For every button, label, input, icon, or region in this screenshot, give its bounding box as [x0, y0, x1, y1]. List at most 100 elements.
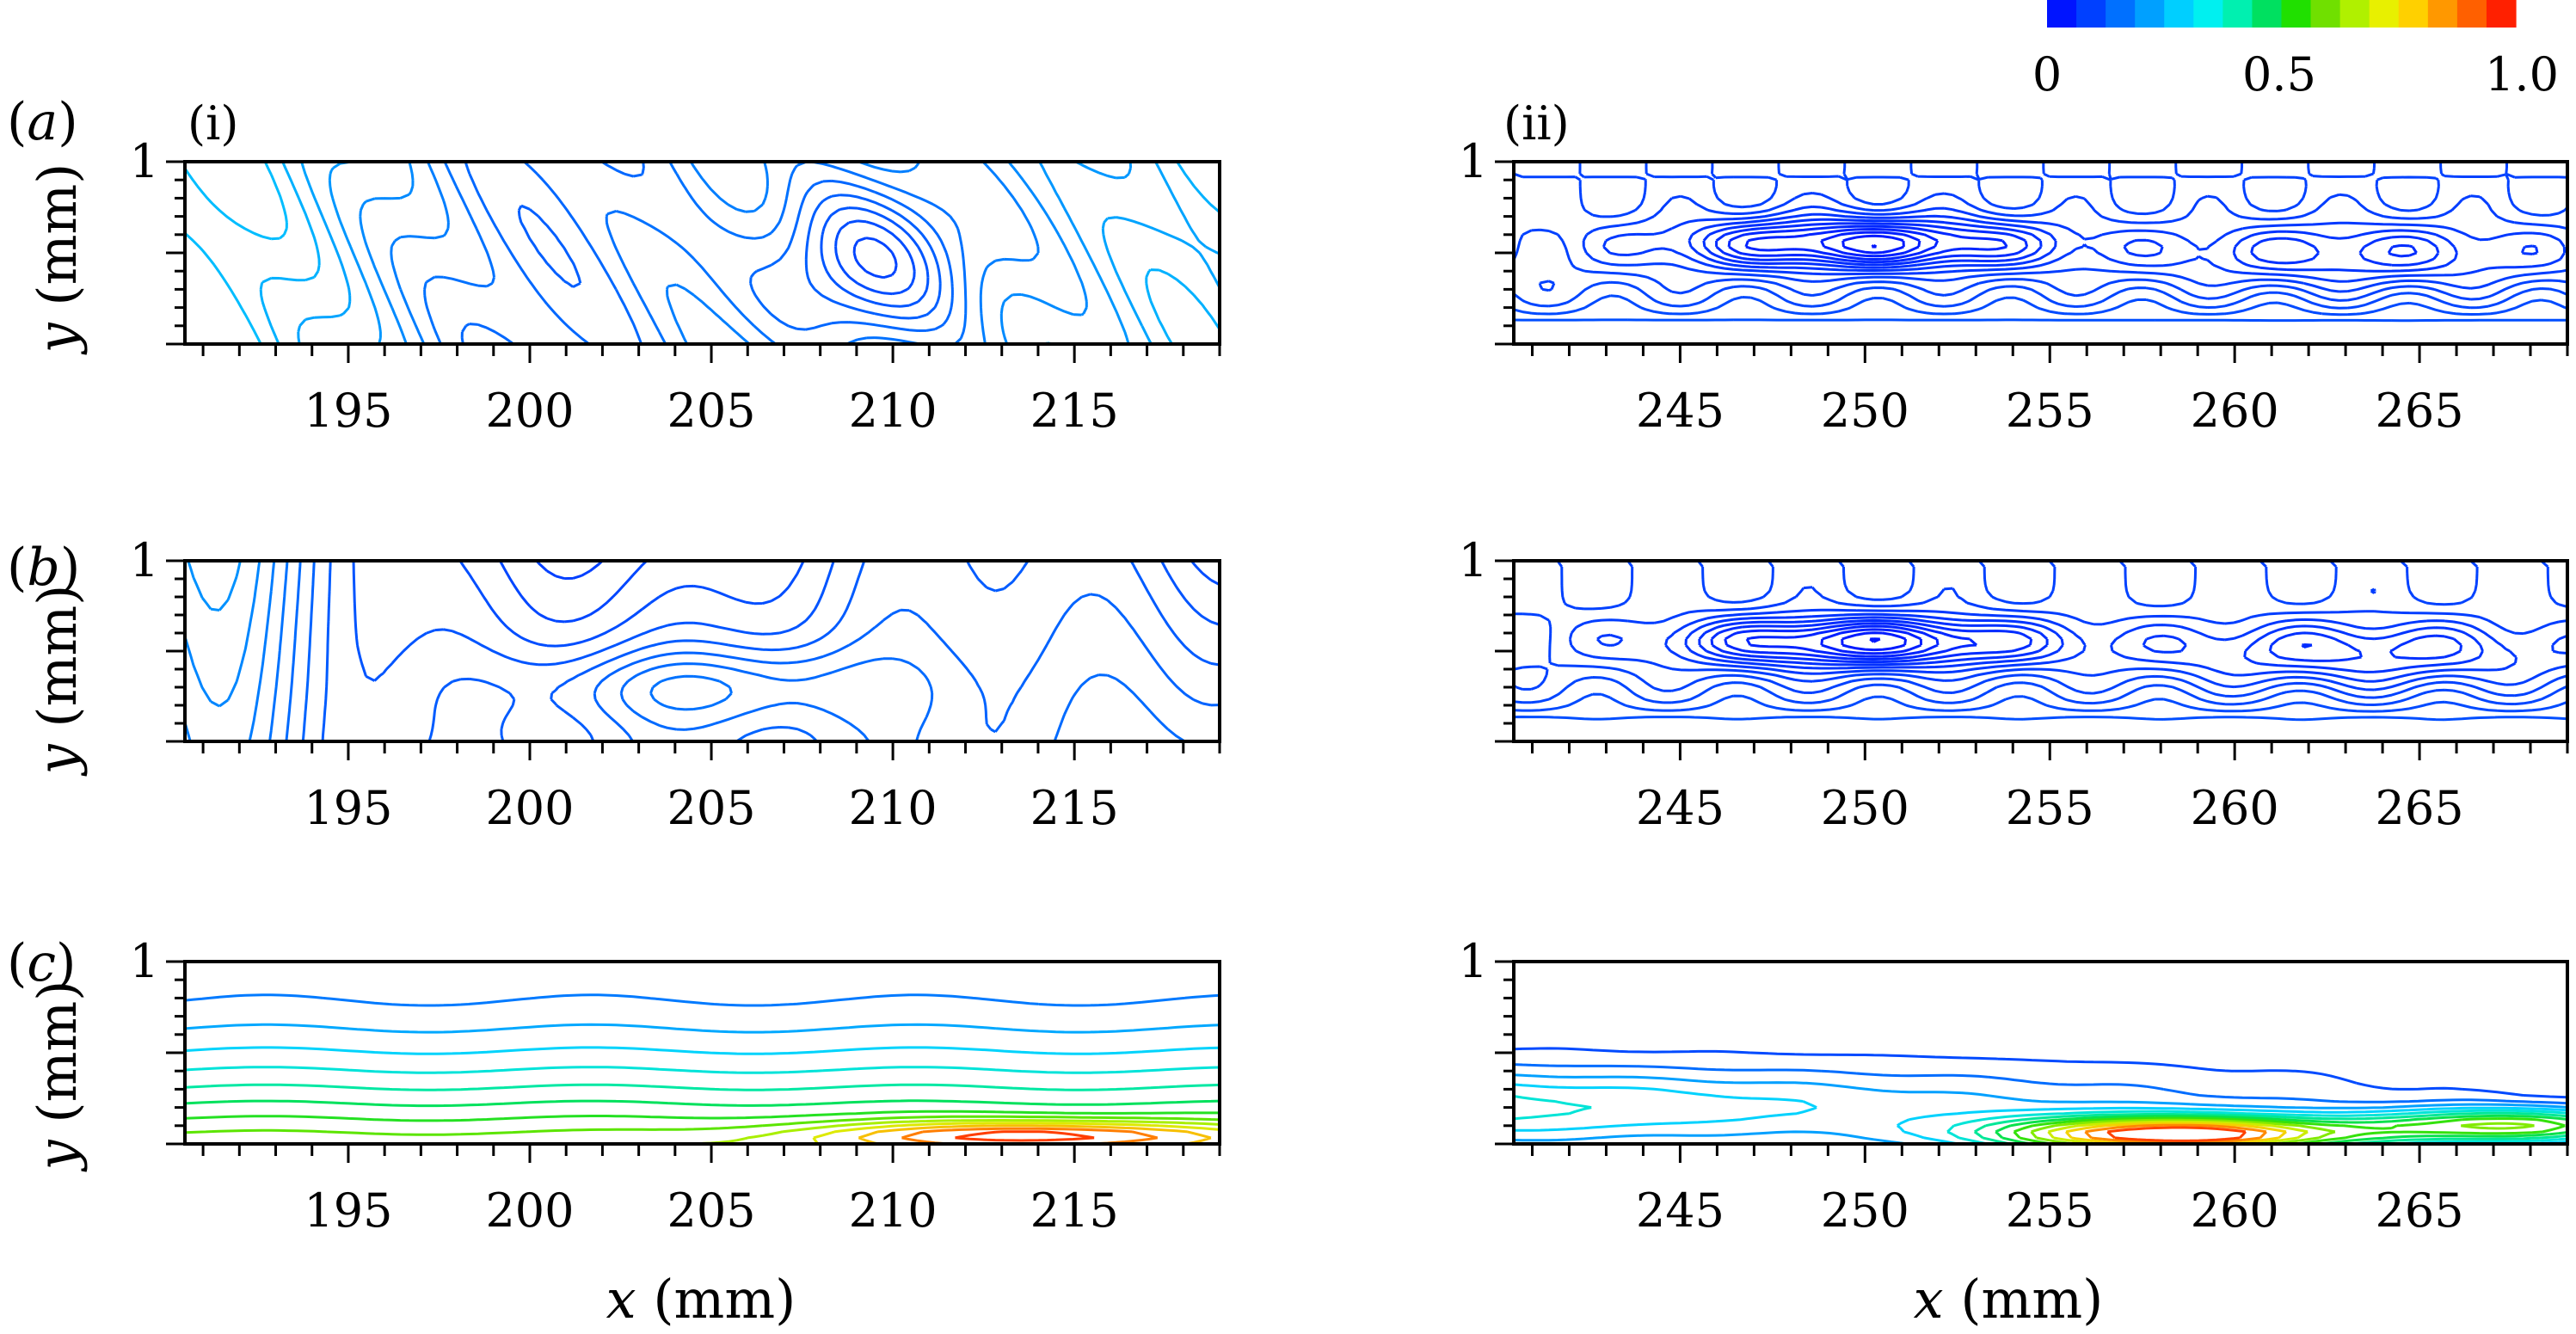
contour-level: [1514, 1073, 2567, 1144]
contour-level: [390, 162, 1040, 344]
colorbar-cell: [2047, 0, 2077, 28]
contour-level: [955, 1130, 1095, 1142]
contour-level: [1820, 231, 1921, 258]
contour-level: [1869, 637, 1881, 643]
contour-level: [1514, 676, 2567, 706]
x-tick-label: 210: [849, 384, 938, 438]
contour-level: [852, 237, 898, 280]
panel-a-i: 195 200 205 210 215 1: [130, 134, 1221, 438]
x-axis-label-left: x (mm): [606, 1268, 796, 1331]
x-tick-label: 215: [1030, 384, 1119, 438]
colorbar-cell: [2310, 0, 2341, 28]
colorbar-tick-0: 0: [2032, 47, 2062, 101]
colorbar-cells: [2047, 0, 2517, 28]
contour-level: [2030, 1118, 2535, 1144]
x-tick-label: 210: [849, 781, 938, 835]
row-label-a: (a): [7, 92, 78, 152]
colorbar-cell: [2369, 0, 2400, 28]
colorbar-cell: [2164, 0, 2194, 28]
contour-level: [834, 219, 916, 296]
x-tick-label: 245: [1636, 1183, 1725, 1238]
y-axis-label-b: y (mm): [26, 585, 89, 778]
contour-lines-a-ii: [1514, 162, 2567, 323]
contour-level: [2106, 1126, 2247, 1142]
contour-level: [1702, 218, 2440, 269]
x-tick-label: 215: [1030, 781, 1119, 835]
contour-level: [352, 561, 1220, 682]
x-tick-label: 195: [304, 384, 392, 438]
contour-lines-b-i: [185, 561, 1220, 741]
x-tick-label: 205: [667, 781, 756, 835]
contour-level: [1514, 318, 2567, 323]
x-tick-label: 255: [2006, 781, 2094, 835]
contour-level: [1514, 692, 2567, 713]
contour-level: [460, 162, 954, 344]
contour-level: [185, 1083, 1220, 1091]
contour-level: [268, 561, 733, 741]
contour-level: [1514, 162, 2567, 302]
column-label-i: (i): [188, 96, 238, 151]
colorbar-cell: [2135, 0, 2165, 28]
colorbar-cell: [2486, 0, 2517, 28]
contour-level: [1871, 243, 1878, 249]
contour-level: [285, 561, 1186, 741]
contour-level: [301, 561, 1220, 741]
x-tick-label: 265: [2376, 384, 2464, 438]
x-tick-label: 200: [485, 384, 574, 438]
contour-level: [185, 1046, 1220, 1055]
contour-level: [1724, 622, 1978, 661]
contour-level: [1688, 212, 2539, 273]
y-tick-label: 1: [1459, 533, 1488, 587]
contour-level: [820, 206, 930, 308]
contour-level: [1973, 1111, 2567, 1144]
x-tick-label: 205: [667, 384, 756, 438]
contour-level: [458, 561, 1220, 648]
contour-level: [1514, 716, 2567, 722]
x-tick-label: 265: [2376, 1183, 2464, 1238]
colorbar-cell: [2339, 0, 2370, 28]
colorbar-cell: [2456, 0, 2487, 28]
x-tick-label: 200: [485, 1183, 574, 1238]
contour-level: [185, 1115, 1220, 1136]
contour-level: [1841, 631, 1908, 652]
panel-b-i: 195 200 205 210 215 1: [130, 533, 1221, 835]
x-tick-label: 200: [485, 781, 574, 835]
panel-c-ii: 245 250 255 260 265 1: [1459, 934, 2569, 1238]
contour-level: [185, 993, 1220, 1007]
colorbar-cell: [2427, 0, 2458, 28]
row-label-b: (b): [7, 538, 80, 598]
y-tick-label: 1: [130, 134, 159, 188]
contour-level: [1582, 192, 2567, 293]
contour-level: [1698, 616, 2463, 667]
y-tick-label: 1: [130, 934, 159, 988]
y-tick-label: 1: [1459, 134, 1488, 188]
colorbar-cell: [2281, 0, 2312, 28]
x-tick-label: 260: [2191, 781, 2279, 835]
x-tick-label: 255: [2006, 1183, 2094, 1238]
contour-level: [423, 162, 968, 344]
y-axis-label-a: y (mm): [26, 163, 89, 356]
contour-level: [1514, 1063, 2567, 1105]
colorbar-cell: [2398, 0, 2429, 28]
x-tick-label: 250: [1821, 781, 1909, 835]
contour-level: [1995, 1114, 2567, 1144]
contour-level: [185, 1023, 1220, 1034]
contour-level: [1684, 612, 2484, 673]
contour-lines-a-i: [185, 162, 1220, 344]
colorbar-cell: [2106, 0, 2136, 28]
contour-level: [185, 1066, 1220, 1074]
row-label-c: (c): [7, 933, 76, 993]
contour-level: [858, 1124, 1212, 1144]
x-tick-label: 205: [667, 1183, 756, 1238]
contour-level: [2013, 1116, 2566, 1144]
y-tick-label: 1: [1459, 934, 1488, 988]
contour-level: [1514, 1047, 2567, 1099]
y-axis-label-c: y (mm): [26, 981, 89, 1173]
contour-level: [1820, 628, 1922, 655]
contour-level: [328, 162, 1133, 344]
contour-lines-c-i: [185, 993, 1220, 1144]
contour-lines-b-ii: [1514, 561, 2567, 722]
x-tick-label: 260: [2191, 1183, 2279, 1238]
panel-a-ii: 245 250 255 260 265 1: [1459, 134, 2569, 438]
